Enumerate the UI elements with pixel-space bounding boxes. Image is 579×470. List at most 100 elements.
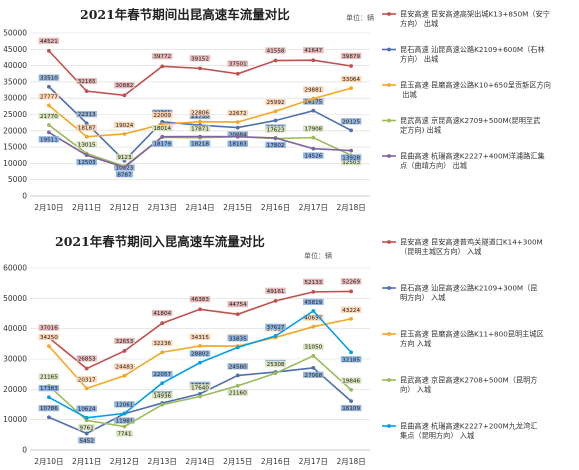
x-tick-label: 2月17日 xyxy=(299,203,328,212)
x-tick-label: 2月15日 xyxy=(223,203,252,212)
data-label: 37627 xyxy=(267,325,285,331)
data-label: 52269 xyxy=(342,279,360,285)
data-label-box xyxy=(114,82,135,89)
data-label-box xyxy=(78,437,96,444)
legend-entry: 昆玉高速 昆磨高速公路K10+650呈贡新区方向 出城 xyxy=(400,81,551,99)
data-label: 22057 xyxy=(153,372,171,378)
data-label-box xyxy=(38,324,60,331)
data-label-box xyxy=(38,405,60,412)
data-label-box xyxy=(340,154,362,161)
data-point xyxy=(198,66,202,71)
data-point xyxy=(349,86,354,91)
data-point xyxy=(84,89,89,94)
data-label-box xyxy=(76,376,97,383)
legend-entry: 昆安高速 昆安高速普鸡关隧道口K14+300M （昆明主城区方向） 入城 xyxy=(400,238,543,256)
x-tick-label: 2月13日 xyxy=(148,203,177,212)
data-point xyxy=(273,136,278,140)
data-point xyxy=(235,312,240,317)
data-label-box xyxy=(76,77,97,85)
data-label: 18187 xyxy=(78,126,96,132)
x-tick-label: 2月12日 xyxy=(110,203,139,212)
data-label: 10624 xyxy=(78,407,96,413)
data-label: 46383 xyxy=(191,297,209,303)
data-point xyxy=(122,373,127,378)
data-label-box xyxy=(227,389,249,396)
legend-marker xyxy=(387,118,391,123)
data-point xyxy=(273,109,278,114)
x-tick-label: 2月10日 xyxy=(34,457,63,466)
data-point xyxy=(160,64,165,69)
data-label: 41558 xyxy=(267,48,285,54)
data-label-box xyxy=(151,125,173,132)
data-label-box xyxy=(151,370,173,378)
data-label: 32236 xyxy=(153,341,171,347)
data-point xyxy=(122,349,127,353)
data-label: 33510 xyxy=(40,76,58,82)
data-label-box xyxy=(115,430,133,437)
data-point xyxy=(235,120,240,124)
data-label: 49161 xyxy=(267,289,285,295)
data-label: 17383 xyxy=(40,386,58,392)
data-point xyxy=(235,383,240,388)
data-label-box xyxy=(38,385,60,392)
data-label: 24483 xyxy=(116,365,134,371)
y-tick-label: 15000 xyxy=(3,143,27,152)
data-label-box xyxy=(189,140,211,147)
data-label: 17640 xyxy=(191,385,209,391)
data-label-box xyxy=(38,112,60,120)
data-point xyxy=(160,321,165,326)
x-tick-label: 2月10日 xyxy=(34,203,63,212)
data-point xyxy=(46,344,51,349)
data-point xyxy=(84,418,89,423)
data-label-box xyxy=(38,74,60,81)
data-label-box xyxy=(78,424,96,431)
outbound-traffic-chart: 2021年春节期间出昆高速车流量对比 单位：辆 0 5000 10000 15000 200… xyxy=(3,7,551,212)
unit-label: 单位：辆 xyxy=(304,251,332,260)
data-point xyxy=(122,411,127,416)
data-label-box xyxy=(303,278,324,285)
data-label-box xyxy=(76,124,97,131)
data-label: 13928 xyxy=(342,155,360,161)
y-tick-label: 50000 xyxy=(3,29,27,38)
data-label-box xyxy=(340,52,362,59)
data-label: 22806 xyxy=(191,111,209,117)
legend-marker xyxy=(387,47,391,52)
data-label-box xyxy=(115,154,133,161)
data-label-box xyxy=(189,55,211,62)
data-point xyxy=(235,125,240,130)
data-label-box xyxy=(114,401,135,408)
data-label: 21730 xyxy=(191,114,209,120)
data-point xyxy=(84,415,89,420)
x-tick-label: 2月18日 xyxy=(336,203,365,212)
data-point xyxy=(84,431,89,436)
data-point xyxy=(273,58,278,63)
data-label-box xyxy=(114,121,135,128)
data-label: 39772 xyxy=(153,54,171,60)
legend-marker xyxy=(387,12,391,16)
data-label: 10786 xyxy=(40,406,58,412)
data-label: 22009 xyxy=(153,113,171,119)
x-tick-label: 2月16日 xyxy=(261,203,290,212)
legend-entry: 昆玉高速 昆磨高速公路K11+800昆明主城区方向 入城 xyxy=(400,330,544,348)
data-point xyxy=(311,96,316,101)
data-label: 19024 xyxy=(116,123,134,129)
data-label: 21165 xyxy=(40,375,58,381)
data-label: 24580 xyxy=(229,364,247,370)
data-label-box xyxy=(189,125,211,132)
data-point xyxy=(46,84,51,89)
data-label: 8787 xyxy=(117,172,132,178)
data-label: 17802 xyxy=(267,143,285,149)
data-label-box xyxy=(114,417,135,424)
data-label-box xyxy=(151,140,173,147)
legend-entry: 昆石高速 汕昆高速公路K2109+300M（昆明方向） 入城 xyxy=(400,284,537,302)
data-label-box xyxy=(76,141,97,148)
legend-entry: 昆石高速 汕昆高速公路K2109+600M（石林方向） 出城 xyxy=(400,45,545,63)
data-label-box xyxy=(265,361,286,368)
data-label-box xyxy=(303,314,324,321)
data-point xyxy=(311,108,316,113)
data-label-box xyxy=(38,373,60,380)
data-point xyxy=(311,58,316,63)
data-label-box xyxy=(38,37,60,44)
data-label-box xyxy=(38,333,60,341)
data-label: 21160 xyxy=(229,391,247,397)
